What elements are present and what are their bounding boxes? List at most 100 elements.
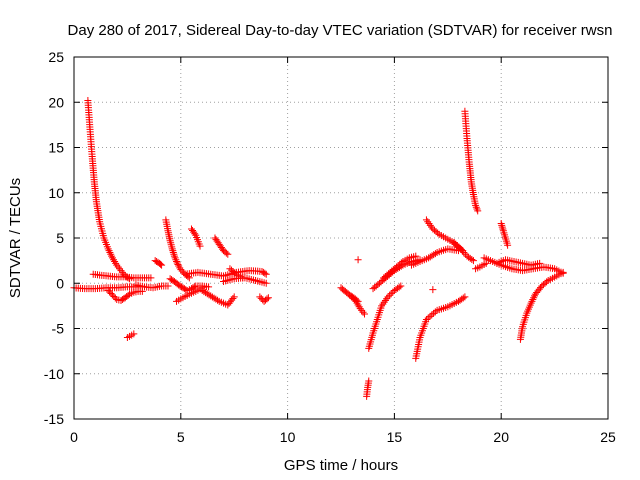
data-point bbox=[189, 284, 197, 292]
data-series-arc-3 bbox=[89, 270, 155, 282]
data-point bbox=[459, 294, 467, 302]
data-point bbox=[426, 221, 434, 229]
data-point bbox=[230, 293, 238, 301]
data-series-arc-29 bbox=[461, 107, 482, 215]
data-point bbox=[453, 242, 461, 250]
data-point bbox=[229, 294, 237, 302]
data-point bbox=[157, 260, 165, 268]
data-series-arc-22 bbox=[365, 282, 405, 352]
x-axis-title: GPS time / hours bbox=[284, 457, 398, 474]
data-point bbox=[171, 254, 179, 262]
data-series-arc-19 bbox=[348, 293, 368, 318]
data-point bbox=[172, 256, 180, 264]
data-point bbox=[124, 291, 132, 299]
data-point bbox=[257, 294, 265, 302]
data-point bbox=[422, 216, 430, 224]
data-point bbox=[178, 267, 186, 275]
data-point bbox=[559, 268, 567, 276]
data-point bbox=[460, 248, 468, 256]
data-series-arc-8 bbox=[162, 216, 193, 282]
data-point bbox=[231, 269, 239, 277]
axis-ticks bbox=[73, 56, 609, 420]
data-point bbox=[430, 309, 438, 317]
data-point bbox=[384, 293, 392, 301]
y-tick-label: 10 bbox=[48, 185, 64, 201]
data-series-arc-32 bbox=[497, 220, 512, 249]
y-tick-label: 5 bbox=[56, 230, 64, 246]
y-tick-label: -15 bbox=[44, 411, 64, 427]
data-series-arc-13 bbox=[181, 267, 270, 280]
data-point bbox=[105, 247, 113, 255]
data-point bbox=[529, 296, 537, 304]
data-series-arc-17 bbox=[256, 293, 272, 305]
data-point bbox=[107, 290, 115, 298]
data-point bbox=[164, 282, 172, 290]
data-point bbox=[349, 294, 357, 302]
data-point bbox=[383, 295, 391, 303]
x-tick-label: 25 bbox=[600, 429, 616, 445]
data-point bbox=[104, 286, 112, 294]
data-series-arc-31 bbox=[472, 259, 490, 273]
data-point bbox=[498, 223, 506, 231]
data-series-arc-20 bbox=[354, 256, 362, 264]
data-point bbox=[380, 298, 388, 306]
data-point bbox=[176, 282, 184, 290]
x-tick-label: 20 bbox=[493, 429, 509, 445]
data-series-arc-9 bbox=[166, 275, 213, 294]
data-point bbox=[356, 305, 364, 313]
data-series-arc-34 bbox=[516, 268, 567, 343]
data-point bbox=[434, 229, 442, 237]
data-point bbox=[113, 261, 121, 269]
data-point bbox=[378, 302, 386, 310]
data-point bbox=[536, 259, 544, 267]
data-series-arc-30 bbox=[450, 239, 477, 265]
data-point bbox=[173, 258, 181, 266]
data-point bbox=[352, 297, 360, 305]
data-point bbox=[224, 250, 232, 258]
data-point bbox=[106, 288, 114, 296]
data-point bbox=[381, 296, 389, 304]
data-point bbox=[461, 250, 469, 258]
data-point bbox=[256, 293, 264, 301]
data-point bbox=[348, 293, 356, 301]
data-point bbox=[169, 247, 177, 255]
data-series-arc-10 bbox=[173, 284, 206, 305]
data-point bbox=[498, 221, 506, 229]
data-point bbox=[106, 248, 114, 256]
data-point bbox=[354, 256, 362, 264]
data-point bbox=[472, 201, 480, 209]
data-point bbox=[353, 299, 361, 307]
data-point bbox=[262, 279, 270, 287]
data-series-arc-5 bbox=[123, 330, 138, 342]
data-point bbox=[205, 283, 213, 291]
data-point bbox=[428, 311, 436, 319]
data-point bbox=[452, 240, 460, 248]
data-point bbox=[180, 285, 188, 293]
data-series-arc-33 bbox=[480, 254, 567, 277]
data-series-arc-11 bbox=[187, 225, 204, 250]
data-point bbox=[424, 314, 432, 322]
data-series-arc-2 bbox=[84, 96, 134, 283]
data-series-arc-16 bbox=[226, 265, 247, 282]
x-tick-label: 15 bbox=[387, 429, 403, 445]
data-point bbox=[174, 261, 182, 269]
data-point bbox=[112, 259, 120, 267]
y-tick-label: 20 bbox=[48, 94, 64, 110]
data-point bbox=[190, 283, 198, 291]
data-point bbox=[158, 261, 166, 269]
data-point bbox=[458, 247, 466, 255]
data-point bbox=[429, 286, 437, 294]
data-point bbox=[422, 315, 430, 323]
data-point bbox=[104, 245, 112, 253]
grid bbox=[74, 57, 608, 419]
data-point bbox=[354, 301, 362, 309]
data-point bbox=[117, 267, 125, 275]
x-tick-label: 5 bbox=[177, 429, 185, 445]
data-point bbox=[355, 303, 363, 311]
data-point bbox=[258, 267, 266, 275]
data-point bbox=[426, 312, 434, 320]
data-point bbox=[178, 283, 186, 291]
data-point bbox=[397, 259, 405, 267]
